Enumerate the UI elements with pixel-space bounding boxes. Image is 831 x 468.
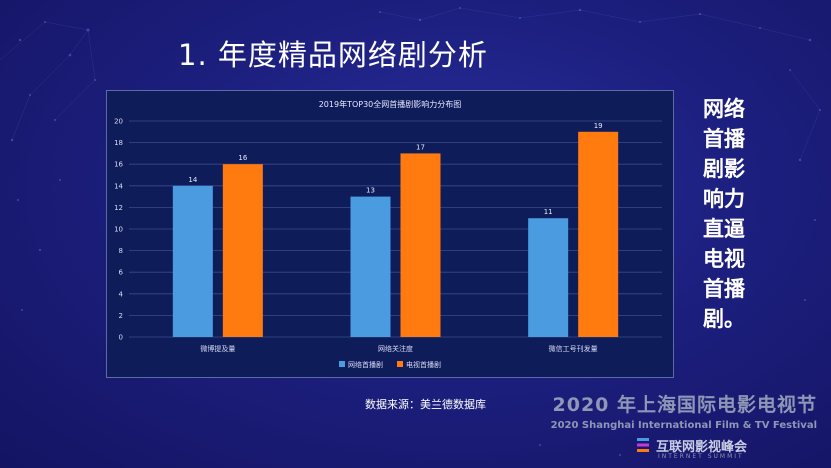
bar [222,164,263,337]
festival-branding: 2020 年上海国际电影电视节 2020 Shanghai Internatio… [551,390,817,431]
data-label: 17 [416,143,425,151]
data-source-note: 数据来源：美兰德数据库 [365,398,486,411]
y-tick-label: 2 [119,312,123,320]
data-label: 16 [238,154,247,162]
data-label: 19 [594,122,603,130]
y-tick-label: 20 [114,118,123,126]
side-text-line: 首播 [703,127,745,151]
bar [172,185,213,337]
y-tick-label: 18 [114,139,123,147]
chart-container: 2019年TOP30全网首播剧影响力分布图 0 2 4 6 8 10 12 14 16 18 20 1… [106,90,674,378]
data-label: 14 [188,176,197,184]
chart-title: 2019年TOP30全网首播剧影响力分布图 [318,100,462,109]
x-tick-label: 网络关注度 [378,344,413,353]
y-tick-label: 8 [119,247,123,255]
legend-swatch [339,361,345,367]
y-tick-label: 16 [114,161,123,169]
legend-label: 电视首播剧 [406,360,441,369]
y-tick-label: 0 [119,334,123,342]
bar [578,131,619,337]
y-tick-label: 4 [119,290,124,298]
bar [528,218,569,337]
side-text-line: 直逼 [703,217,745,241]
summit-name-en: INTERNET SUMMIT [658,453,744,460]
bar [350,196,391,337]
festival-name-cn: 2020 年上海国际电影电视节 [552,394,817,416]
x-tick-label: 微博提及量 [200,344,235,353]
y-tick-label: 14 [114,182,123,190]
side-text-line: 电视 [703,247,745,271]
side-text-line: 剧。 [703,307,745,331]
side-text-line: 剧影 [703,157,745,181]
x-tick-label: 微信工号刊发量 [549,344,598,353]
festival-name-en: 2020 Shanghai International Film & TV Fe… [550,420,817,431]
bar [400,153,441,337]
data-label: 13 [366,187,375,195]
y-tick-label: 6 [119,269,124,277]
summit-logo-icon [637,438,649,452]
slide-title: 1. 年度精品网络剧分析 [178,38,488,72]
bar-chart: 0 2 4 6 8 10 12 14 16 18 20 14 16 微博提及量 13 17 网络关注度 11 19 微… [114,118,662,369]
side-text-line: 网络 [703,97,745,121]
summit-name-cn: 互联网影视峰会 [656,440,748,455]
legend-swatch [397,361,403,367]
side-text-line: 响力 [703,187,745,211]
side-commentary: 网络 首播 剧影 响力 直逼 电视 首播 剧。 [694,94,754,334]
data-label: 11 [544,208,553,216]
side-text-line: 首播 [703,277,745,301]
y-tick-label: 12 [114,204,123,212]
legend-label: 网络首播剧 [348,360,383,369]
y-tick-label: 10 [114,226,123,234]
